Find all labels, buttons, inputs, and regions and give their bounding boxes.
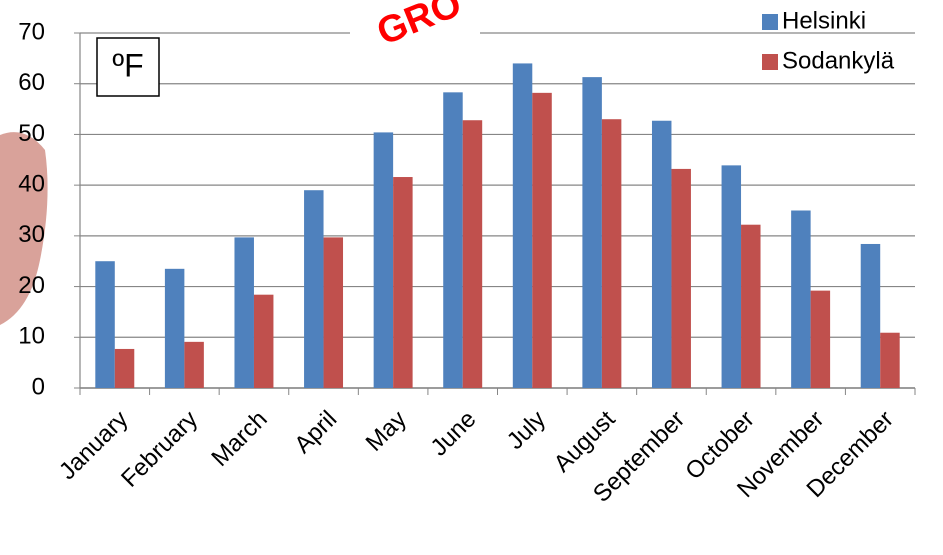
bars (95, 63, 900, 389)
bar (532, 92, 552, 388)
y-tick-label: 30 (18, 221, 45, 248)
legend-swatch (762, 14, 778, 30)
legend-swatch (762, 54, 778, 70)
bar (791, 210, 811, 388)
x-tick-label: June (426, 406, 482, 462)
bar (860, 243, 881, 388)
bar (373, 132, 394, 388)
y-tick-label: 10 (18, 323, 45, 350)
bar (164, 268, 185, 388)
legend: Helsinki Sodankylä (762, 7, 895, 74)
y-tick-label: 50 (18, 120, 45, 147)
bar (721, 165, 742, 388)
bar (671, 168, 691, 388)
bar (810, 290, 831, 388)
bar (234, 237, 254, 388)
bar (651, 120, 672, 388)
x-tick-label: March (206, 406, 272, 472)
x-tick-label: April (289, 406, 342, 459)
x-tick-label: February (116, 406, 203, 493)
bar (184, 341, 204, 388)
y-tick-label: 40 (18, 170, 45, 197)
bar (393, 177, 413, 388)
bar (601, 119, 622, 388)
title-mask (350, 0, 480, 45)
y-tick-label: 0 (32, 373, 45, 400)
y-tick-label: 60 (18, 69, 45, 96)
annotation: GRO (371, 0, 467, 54)
bar (512, 63, 533, 389)
bar (114, 348, 135, 388)
legend-label: Helsinki (782, 7, 866, 34)
y-tick-label: 20 (18, 272, 45, 299)
bar (304, 190, 324, 388)
x-tick-label: July (502, 406, 551, 455)
legend-label: Sodankylä (782, 47, 895, 74)
annotation: ºF (112, 47, 143, 83)
bar (323, 237, 344, 388)
bar (462, 120, 483, 388)
unit-box (96, 37, 160, 97)
bar (741, 224, 761, 388)
y-tick-label: 70 (18, 18, 45, 45)
bar (253, 294, 274, 388)
bar (443, 92, 463, 388)
bar (95, 261, 115, 388)
x-tick-label: May (361, 406, 412, 457)
bar (582, 77, 602, 388)
decoration (0, 132, 48, 325)
bar (880, 332, 900, 388)
